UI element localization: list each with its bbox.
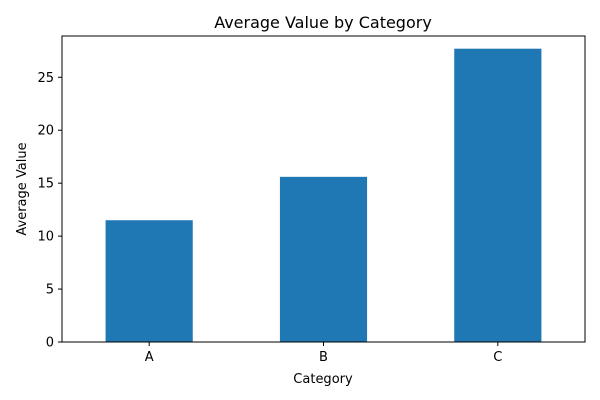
x-tick-label-B: B xyxy=(319,350,328,365)
x-tick-label-C: C xyxy=(493,350,502,365)
chart-title: Average Value by Category xyxy=(214,13,432,32)
y-tick-label-5: 5 xyxy=(46,283,54,298)
bar-B xyxy=(279,176,368,342)
y-axis-label: Average Value xyxy=(15,142,30,235)
y-tick-label-0: 0 xyxy=(46,336,54,351)
bars-group xyxy=(105,48,542,343)
x-ticks-group: A B C xyxy=(145,342,502,365)
y-tick-label-20: 20 xyxy=(37,124,54,139)
x-axis-label: Category xyxy=(293,372,353,387)
plot-frame xyxy=(61,35,586,343)
bar-A xyxy=(105,220,193,342)
bar-C xyxy=(454,48,542,343)
y-tick-label-10: 10 xyxy=(37,230,54,245)
y-tick-label-25: 25 xyxy=(37,71,54,86)
y-ticks-group: 0 5 10 15 20 25 xyxy=(37,71,62,351)
y-tick-label-15: 15 xyxy=(37,177,54,192)
x-tick-label-A: A xyxy=(145,350,154,365)
